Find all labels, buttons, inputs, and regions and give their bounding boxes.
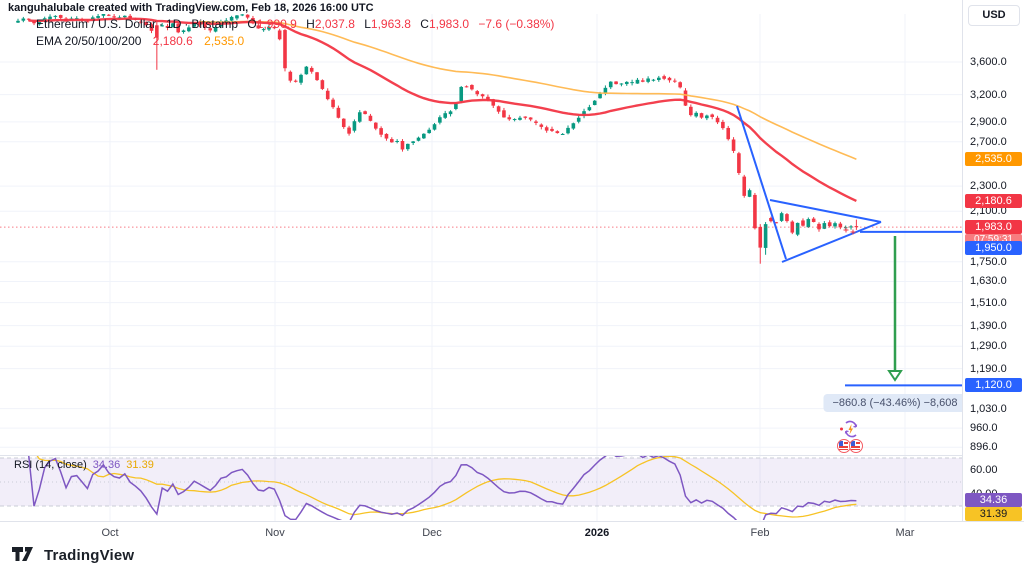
high-label: H	[306, 17, 315, 31]
time-tick-label: Nov	[265, 527, 285, 539]
ema-slow-line[interactable]	[199, 20, 857, 160]
low-value: 1,963.8	[370, 17, 411, 31]
measure-tool-label[interactable]: −860.8 (−43.46%) −8,608	[823, 394, 967, 412]
swap-event-icon[interactable]	[839, 420, 859, 438]
ema-slow-badge: 2,535.0	[965, 152, 1022, 167]
legend: Ethereum / U.S. Dollar · 1D · Bitstamp O1,99…	[36, 17, 555, 48]
change-value: −7.6 (−0.38%)	[478, 17, 555, 31]
time-tick-label: 2026	[584, 527, 610, 539]
close-value: 1,983.0	[428, 17, 470, 31]
price-tick-label: 3,200.0	[970, 88, 1007, 101]
us-flag-icon	[837, 439, 851, 453]
tradingview-logo[interactable]: TradingView	[12, 547, 134, 564]
rsi-value-badge: 34.36	[965, 493, 1022, 507]
ema-indicator-title[interactable]: EMA 20/50/100/200	[36, 34, 142, 48]
target-line-badge: 1,120.0	[965, 378, 1022, 393]
countdown-badge: 07:59:31	[965, 234, 1022, 246]
price-axis[interactable]: USD 3,600.0 3,200.0 2,900.0 2,700.0 2,300.0 2…	[962, 0, 1024, 521]
price-tick-label: 1,190.0	[970, 362, 1007, 375]
exchange-label: Bitstamp	[191, 17, 239, 31]
price-marker-plus	[843, 227, 849, 233]
time-tick-label: Feb	[750, 527, 770, 539]
us-flag-icon	[849, 439, 863, 453]
measure-arrow-head	[887, 370, 903, 382]
grid	[0, 14, 962, 521]
rsi-line[interactable]	[18, 422, 857, 521]
symbol-name[interactable]: Ethereum / U.S. Dollar	[36, 17, 157, 31]
price-tick-label: 1,290.0	[970, 340, 1007, 353]
chart-pane[interactable]	[0, 0, 962, 521]
rsi-indicator-legend[interactable]: RSI (14, close) 34.36 31.39	[14, 459, 154, 471]
ema-fast-line[interactable]	[28, 17, 857, 202]
currency-toggle-button[interactable]: USD	[968, 5, 1020, 26]
pennant-lower-line[interactable]	[781, 221, 882, 263]
candlestick-series	[16, 14, 859, 264]
pane-separator[interactable]	[0, 455, 1024, 456]
economic-event-flags-icon[interactable]	[837, 439, 867, 455]
price-tick-label: 2,300.0	[970, 180, 1007, 193]
open-label: O	[247, 17, 257, 31]
time-tick-label: Dec	[422, 527, 442, 539]
tradingview-logo-text: TradingView	[44, 547, 135, 564]
pennant-upper-line[interactable]	[769, 199, 882, 223]
price-tick-label: 960.0	[970, 422, 998, 435]
time-tick-label: Mar	[895, 527, 915, 539]
price-tick-label: 1,030.0	[970, 402, 1007, 415]
price-tick-label: 3,600.0	[970, 56, 1007, 68]
time-axis[interactable]: Oct Nov Dec 2026 Feb Mar	[0, 521, 1024, 542]
ema-slow-value: 2,535.0	[204, 34, 245, 48]
price-tick-label: 1,390.0	[970, 319, 1007, 332]
price-tick-label: 2,700.0	[970, 135, 1007, 148]
close-label: C	[420, 17, 429, 31]
price-tick-label: 1,630.0	[970, 275, 1007, 288]
price-marker-plus	[850, 229, 856, 235]
rsi-value: 34.36	[92, 459, 121, 471]
rsi-tick-label: 60.00	[970, 464, 998, 476]
price-tick-label: 2,900.0	[970, 115, 1007, 128]
rsi-ma-badge: 31.39	[965, 507, 1022, 521]
price-tick-label: 1,750.0	[970, 255, 1007, 268]
price-tick-label: 896.0	[970, 441, 998, 454]
rsi-ma-line[interactable]	[18, 422, 857, 518]
watermark-attribution: kanguhalubale created with TradingView.c…	[8, 2, 374, 14]
entry-line-badge: 1,950.0	[965, 241, 1022, 255]
high-value: 2,037.8	[314, 17, 355, 31]
ema-fast-badge: 2,180.6	[965, 193, 1022, 208]
drawings-layer[interactable]	[736, 105, 962, 387]
last-price-badge: 1,983.0	[965, 220, 1022, 235]
price-tick-label: 2,100.0	[970, 205, 1007, 218]
open-value: 1,990.9	[256, 17, 297, 31]
price-tick-label: 1,510.0	[970, 296, 1007, 309]
legend-separator: ·	[159, 17, 164, 31]
rsi-ma-value: 31.39	[126, 459, 154, 471]
low-label: L	[364, 17, 371, 31]
interval-label[interactable]: 1D	[166, 17, 182, 31]
ema-fast-value: 2,180.6	[152, 34, 193, 48]
tradingview-logo-icon	[12, 547, 33, 561]
trendline-drawing[interactable]	[736, 105, 787, 260]
footer-bar: TradingView	[0, 541, 1024, 577]
time-tick-label: Oct	[101, 527, 119, 539]
rsi-title[interactable]: RSI (14, close)	[14, 459, 87, 471]
